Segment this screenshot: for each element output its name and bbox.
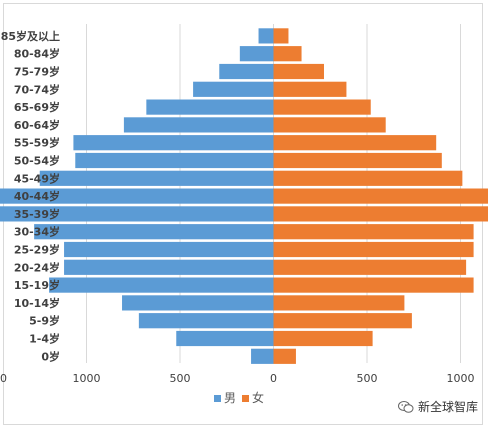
category-label: 5-9岁 [29, 314, 60, 328]
bar-female [273, 188, 488, 204]
bar-male [73, 135, 274, 151]
category-label: 40-44岁 [14, 189, 60, 203]
bar-female [273, 99, 371, 115]
x-tick-label: 500 [357, 372, 378, 385]
bar-male [75, 152, 274, 169]
bar-male [49, 277, 274, 293]
bar-female [273, 135, 437, 151]
bar-male [34, 224, 274, 240]
bar-male [193, 81, 274, 97]
bar-male [64, 241, 274, 258]
legend-item-male: 男 [214, 389, 236, 406]
bar-female [273, 295, 405, 311]
wechat-icon [397, 400, 414, 413]
legend-swatch-female [242, 395, 250, 402]
bar-female [273, 241, 474, 258]
bar-male [138, 313, 274, 329]
category-label: 45-49岁 [14, 171, 60, 185]
category-label: 75-79岁 [14, 65, 60, 79]
legend-swatch-male [214, 395, 221, 402]
bar-male [0, 188, 274, 204]
category-label: 0岁 [41, 349, 60, 363]
category-label: 20-24岁 [14, 260, 60, 274]
bar-female [273, 28, 289, 44]
bar-female [273, 152, 442, 169]
bar-male [146, 99, 274, 115]
bar-male [64, 259, 274, 275]
category-label: 1-4岁 [29, 332, 60, 346]
category-label: 10-14岁 [14, 296, 60, 310]
bar-male [39, 170, 274, 186]
bar-male [258, 28, 274, 44]
watermark-text: 新全球智库 [417, 400, 478, 414]
category-label: 65-69岁 [14, 100, 60, 114]
bar-female [273, 330, 373, 347]
x-tick-label: 500 [170, 372, 191, 385]
category-label: 85岁及以上 [1, 29, 60, 43]
bar-female [273, 206, 488, 222]
bar-male [251, 348, 274, 364]
bar-male [219, 63, 274, 80]
bar-male [123, 117, 274, 133]
bar-female [273, 224, 474, 240]
category-label: 80-84岁 [14, 47, 60, 61]
bar-female [273, 81, 347, 97]
legend: 男 女 [214, 389, 264, 406]
x-tick-label: 1500 [0, 372, 7, 385]
legend-label-female: 女 [252, 391, 265, 405]
bar-female [273, 170, 463, 186]
x-tick-label: 1000 [73, 372, 101, 385]
category-label: 25-29岁 [14, 243, 60, 257]
bar-female [273, 259, 467, 275]
legend-label-male: 男 [224, 391, 237, 405]
x-tick-label: 1000 [447, 372, 475, 385]
category-label: 70-74岁 [14, 82, 60, 96]
category-label: 35-39岁 [14, 207, 60, 221]
category-label: 60-64岁 [14, 118, 60, 132]
bar-female [273, 348, 296, 364]
bar-female [273, 313, 412, 329]
legend-item-female: 女 [242, 389, 264, 406]
bar-male [239, 46, 274, 62]
category-label: 55-59岁 [14, 136, 60, 150]
bar-female [273, 117, 386, 133]
bar-male [122, 295, 274, 311]
category-label: 30-34岁 [14, 225, 60, 239]
watermark: 新全球智库 [397, 398, 478, 415]
category-label: 15-19岁 [14, 278, 60, 292]
bar-female [273, 277, 474, 293]
bar-male [176, 330, 274, 347]
bar-male [0, 206, 274, 222]
x-tick-label: 0 [270, 372, 277, 385]
bar-female [273, 46, 302, 62]
category-label: 50-54岁 [14, 154, 60, 168]
bar-female [273, 63, 324, 80]
